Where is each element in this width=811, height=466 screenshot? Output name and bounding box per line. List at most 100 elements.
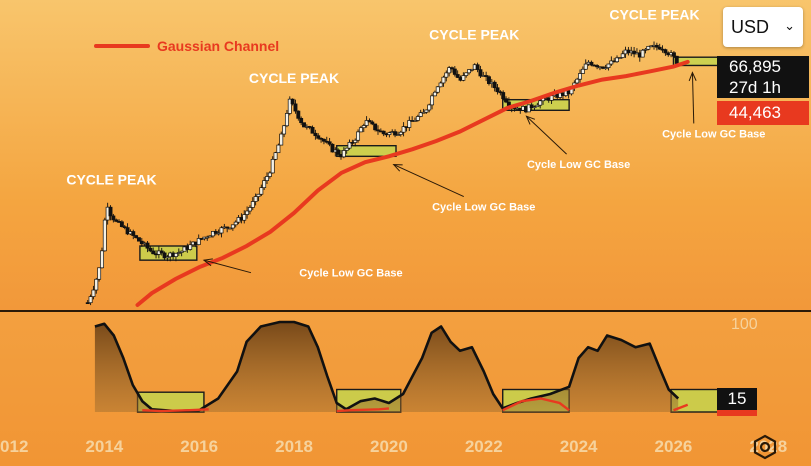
candle-body — [321, 138, 326, 142]
candle-body — [196, 238, 201, 245]
x-tick-label: 2022 — [465, 437, 503, 456]
candle-body — [174, 252, 178, 257]
candle-body — [435, 86, 440, 93]
cycle-low-gc-base-label: Cycle Low GC Base — [432, 202, 535, 214]
signal-line-segment-2 — [336, 407, 390, 413]
oscillator-area — [94, 322, 679, 412]
cycle-peak-label: CYCLE PEAK — [609, 6, 699, 22]
candle-body — [102, 219, 107, 252]
candle-body — [259, 187, 264, 195]
candle-body — [290, 98, 295, 105]
candle-countdown-tag: 27d 1h — [717, 77, 809, 98]
candle-body — [450, 67, 454, 70]
oscillator-top-label: 100 — [731, 316, 758, 333]
candle-body — [606, 63, 611, 69]
candle-body — [176, 252, 181, 254]
candle-body — [273, 152, 278, 160]
signal-line-segment-4 — [673, 403, 689, 412]
candle-body — [313, 132, 318, 137]
legend: Gaussian Channel — [94, 38, 279, 54]
candle-body — [430, 95, 435, 106]
candle-body — [225, 226, 230, 229]
arrow-head — [202, 258, 213, 267]
candle-body — [344, 147, 349, 151]
candle-body — [487, 76, 491, 84]
candle-body — [353, 139, 358, 143]
candle-body — [159, 250, 164, 254]
cycle-low-gc-base-label: Cycle Low GC Base — [662, 128, 765, 140]
candle-body — [219, 227, 224, 234]
candle-body — [336, 149, 341, 155]
candle-body — [282, 125, 287, 135]
candle-body — [165, 256, 170, 259]
annotation-arrow — [203, 259, 252, 274]
annotation-arrow — [526, 115, 567, 155]
price-panel-background — [0, 0, 811, 311]
candle-body — [91, 289, 96, 297]
candle-body — [504, 98, 508, 103]
candle-body — [674, 55, 679, 64]
candle-body — [475, 64, 480, 70]
candle-body — [578, 73, 582, 80]
currency-dropdown[interactable]: USD ⌄ — [723, 7, 803, 47]
candle-body — [615, 57, 619, 63]
candle-body — [427, 104, 432, 111]
candle-body — [663, 49, 668, 54]
x-axis: 201220142016201820202022202420262028 — [0, 437, 787, 456]
candle-body — [287, 98, 292, 114]
candle-body — [441, 76, 446, 84]
candle-body — [125, 227, 130, 235]
candle-body — [137, 237, 141, 242]
candle-body — [620, 53, 625, 58]
candle-body — [609, 60, 614, 65]
candle-body — [242, 214, 247, 221]
candle-body — [580, 68, 585, 74]
candle-body — [367, 120, 372, 123]
x-tick-label: 2018 — [275, 437, 313, 456]
candle-body — [100, 250, 104, 269]
candle-body — [296, 110, 301, 119]
candle-body — [267, 172, 272, 177]
x-tick-label: 2020 — [370, 437, 408, 456]
candle-body — [407, 120, 412, 128]
candle-body — [376, 129, 380, 132]
candle-body — [245, 210, 250, 215]
candle-body — [495, 87, 500, 93]
candle-body — [432, 91, 437, 97]
candle-body — [216, 232, 221, 235]
candle-body — [415, 116, 420, 121]
oscillator-signal-tag — [717, 410, 757, 416]
candle-body — [310, 127, 315, 134]
cycle-peak-label: CYCLE PEAK — [249, 70, 339, 86]
candle-body — [299, 118, 304, 124]
chevron-down-icon: ⌄ — [784, 18, 795, 33]
candle-body — [284, 113, 289, 127]
candle-body — [387, 132, 392, 135]
candle-body — [501, 92, 506, 100]
candle-body — [213, 231, 218, 234]
candle-body — [88, 296, 93, 304]
currency-label: USD — [731, 16, 770, 37]
candle-body — [395, 134, 400, 136]
annotation-layer: CYCLE PEAK CYCLE PEAK CYCLE PEAK CYCLE PEAK… — [66, 6, 765, 279]
candle-body — [148, 247, 153, 252]
annotation-arrow — [691, 72, 695, 124]
candle-body — [341, 150, 346, 158]
arrow-head — [392, 164, 403, 172]
annotation-arrow — [393, 164, 464, 198]
gaussian-channel-price-tag: 44,463 — [717, 101, 809, 125]
hexagon-settings-icon[interactable] — [752, 434, 778, 460]
candle-body — [279, 133, 284, 146]
oscillator-value-tag: 15 — [717, 388, 757, 410]
candle-body — [270, 158, 275, 174]
candle-body — [381, 130, 386, 135]
candle-body — [293, 103, 298, 112]
candle-body — [347, 142, 352, 149]
candle-body — [327, 141, 332, 145]
candle-body — [418, 112, 423, 117]
candle-body — [478, 69, 483, 77]
candle-body — [119, 221, 124, 228]
legend-label-gaussian-channel: Gaussian Channel — [157, 38, 279, 54]
